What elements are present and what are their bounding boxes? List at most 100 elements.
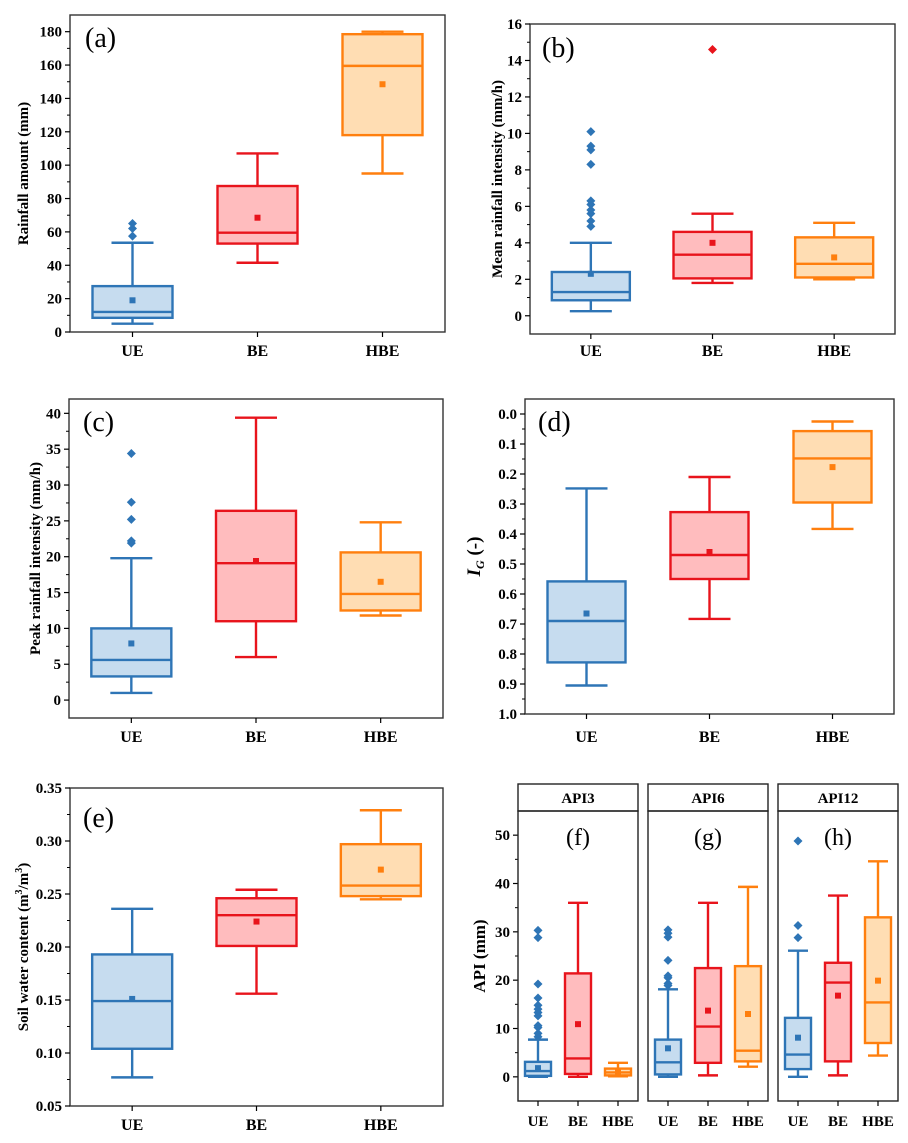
y-tick-label: 25	[46, 514, 61, 530]
box-iqr	[823, 961, 853, 1063]
outlier-marker	[586, 216, 596, 226]
panel-api: 0 10 20 30 40 50 API (mm) API3 (f) UE BE HBE API6 (g)…	[470, 783, 899, 1130]
y-tick-label: 1.0	[498, 707, 517, 723]
y-axis-title-sub: G	[473, 560, 487, 569]
x-tick-label: UE	[121, 1117, 143, 1134]
outlier-marker	[533, 933, 543, 943]
panel-e: 0.05 0.10 0.15 0.20 0.25 0.30 0.35 UE BE HBE (e) So…	[14, 781, 444, 1134]
facet-api6: API6 (g) UE BE HBE	[647, 783, 769, 1130]
box-ue	[523, 925, 553, 1079]
y-axis-title: Rainfall amount (mm)	[16, 102, 32, 245]
box-hbe	[603, 1061, 633, 1078]
x-tick-label: UE	[658, 1114, 679, 1130]
y-tick-label: 0	[515, 309, 523, 325]
mean-marker	[583, 610, 590, 617]
box-ue	[783, 836, 813, 1079]
y-axis-title-part: )	[16, 863, 32, 868]
facet-title: API12	[818, 791, 859, 807]
y-tick-label: 10	[507, 126, 522, 142]
y-axis-title: Soil water content (m3/m3)	[14, 863, 32, 1031]
box-ue	[91, 219, 174, 325]
x-tick-label: BE	[246, 1117, 267, 1134]
box-ue	[550, 127, 632, 313]
box-be	[563, 901, 593, 1079]
x-tick-label: BE	[828, 1114, 848, 1130]
mean-marker	[129, 297, 136, 304]
y-tick-label: 0.7	[498, 617, 517, 633]
panel-label: (g)	[694, 825, 722, 851]
box-hbe	[863, 860, 893, 1057]
y-tick-label: 0.3	[498, 497, 517, 513]
x-tick-label: UE	[575, 729, 597, 746]
facet-header	[777, 783, 899, 812]
y-tick-label: 0.4	[498, 527, 517, 543]
x-tick-label: UE	[121, 343, 143, 360]
mean-marker	[379, 81, 386, 88]
x-tick-label: BE	[698, 1114, 718, 1130]
mean-marker	[835, 992, 841, 999]
y-tick-label: 40	[47, 258, 62, 274]
outlier-marker	[663, 979, 673, 989]
facet-api12: API12 (h) UE BE HBE	[777, 783, 899, 1130]
panel-label: (h)	[824, 825, 852, 851]
box-hbe	[341, 30, 424, 175]
x-tick-label: UE	[788, 1114, 809, 1130]
mean-marker	[615, 1069, 621, 1075]
y-tick-label: 0.0	[498, 407, 517, 423]
y-tick-label: 0	[54, 693, 62, 709]
x-tick-label: BE	[245, 729, 266, 746]
box-ue	[90, 907, 174, 1079]
mean-marker	[535, 1065, 541, 1072]
y-tick-label: 60	[47, 225, 62, 241]
y-tick-label: 0.5	[498, 557, 517, 573]
y-tick-label: 30	[495, 925, 510, 941]
box-ue	[653, 925, 683, 1079]
y-tick-label: 0.9	[498, 677, 517, 693]
outlier-marker	[128, 231, 137, 241]
x-tick-label: UE	[580, 343, 602, 360]
y-tick-label: 180	[40, 25, 63, 41]
mean-marker	[709, 239, 716, 246]
mean-marker	[875, 977, 881, 984]
outlier-marker	[128, 219, 137, 229]
box-be	[216, 152, 299, 264]
outlier-marker	[533, 925, 543, 935]
box-be	[823, 894, 853, 1077]
x-tick-label: HBE	[364, 1117, 398, 1134]
outlier-marker	[586, 196, 596, 206]
y-tick-label: 10	[495, 1022, 510, 1038]
x-tick-label: BE	[247, 343, 268, 360]
outlier-marker	[586, 127, 596, 137]
box-ue	[90, 448, 173, 695]
y-tick-label: 0.05	[36, 1099, 62, 1115]
y-tick-label: 0.35	[36, 781, 62, 797]
y-tick-label: 14	[507, 53, 523, 69]
y-tick-label: 30	[46, 478, 61, 494]
box-hbe	[792, 420, 873, 531]
y-axis-title: IG (-)	[464, 537, 487, 578]
outlier-marker	[793, 921, 803, 931]
y-tick-label: 0.10	[36, 1046, 62, 1062]
box-ue	[546, 487, 627, 687]
outlier-marker	[126, 514, 136, 524]
box-iqr	[214, 509, 298, 623]
outlier-marker	[533, 993, 543, 1003]
y-axis-title: Mean rainfall intensity (mm/h)	[490, 80, 506, 278]
y-axis-title-part: 3	[14, 889, 25, 894]
mean-marker	[829, 464, 836, 471]
outlier-marker	[126, 536, 136, 546]
x-tick-label: HBE	[732, 1114, 764, 1130]
y-tick-label: 20	[495, 973, 510, 989]
x-tick-label: HBE	[862, 1114, 894, 1130]
x-tick-label: HBE	[366, 343, 400, 360]
mean-marker	[706, 549, 713, 555]
y-tick-label: 12	[507, 90, 522, 106]
y-tick-label: 0.1	[498, 437, 517, 453]
mean-marker	[665, 1045, 671, 1052]
outlier-marker	[586, 221, 596, 231]
facet-title: API6	[691, 791, 725, 807]
box-be	[214, 416, 298, 659]
x-tick-label: HBE	[817, 343, 851, 360]
box-iqr	[783, 1016, 813, 1071]
y-tick-label: 0	[55, 325, 63, 341]
